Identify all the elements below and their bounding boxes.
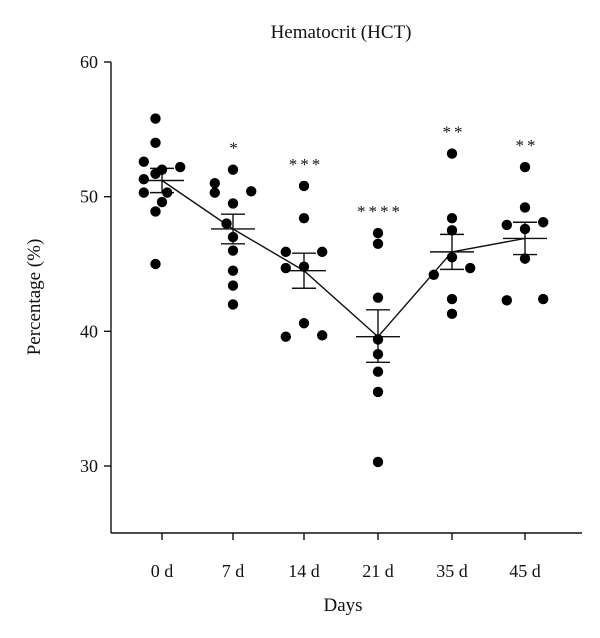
data-point xyxy=(162,187,173,198)
data-point xyxy=(519,202,531,213)
data-point xyxy=(221,218,232,229)
data-point xyxy=(150,258,161,270)
data-point xyxy=(150,113,161,124)
y-tick-label: 40 xyxy=(80,321,98,341)
data-point xyxy=(538,293,549,305)
data-point xyxy=(446,213,458,224)
data-point xyxy=(446,148,458,159)
x-tick-label: 14 d xyxy=(288,561,320,581)
data-point xyxy=(519,161,531,173)
data-point xyxy=(372,292,384,303)
data-point xyxy=(465,262,476,274)
significance-label: **** xyxy=(357,202,403,221)
data-point xyxy=(156,196,168,208)
mean-line xyxy=(161,179,526,338)
data-point xyxy=(280,262,291,274)
y-axis-label: Percentage (%) xyxy=(24,239,45,356)
data-point xyxy=(227,245,239,256)
x-tick-label: 7 d xyxy=(222,561,245,581)
data-point xyxy=(138,156,149,167)
data-point xyxy=(446,308,458,320)
data-point xyxy=(246,186,257,197)
data-point xyxy=(519,253,531,264)
significance-label: ** xyxy=(443,123,466,142)
y-tick-label: 30 xyxy=(80,456,98,476)
data-point xyxy=(280,246,291,258)
x-tick-label: 21 d xyxy=(362,561,394,581)
data-point xyxy=(227,198,239,209)
data-point xyxy=(227,231,239,243)
data-point xyxy=(138,173,149,185)
data-point xyxy=(298,180,310,192)
significance-label: ** xyxy=(516,136,539,155)
data-point xyxy=(150,137,161,148)
data-point xyxy=(428,269,439,280)
data-point xyxy=(501,219,512,231)
significance-label: * xyxy=(229,139,241,158)
chart-title: Hematocrit (HCT) xyxy=(271,22,412,43)
data-point xyxy=(280,331,291,342)
data-point xyxy=(446,293,458,305)
data-point xyxy=(519,223,531,235)
data-point xyxy=(227,164,239,175)
data-point xyxy=(372,334,384,345)
x-tick-label: 35 d xyxy=(436,561,468,581)
data-point xyxy=(150,168,161,179)
data-point xyxy=(227,280,239,291)
x-axis-label: Days xyxy=(323,595,362,616)
error-bars xyxy=(140,167,547,364)
data-point xyxy=(372,386,384,398)
data-point xyxy=(372,456,384,468)
mean-trend xyxy=(161,179,526,338)
y-tick-label: 60 xyxy=(80,52,98,72)
data-point xyxy=(209,187,220,198)
significance-markers: ************ xyxy=(229,123,539,221)
y-axis-ticks: 30 40 50 60 xyxy=(80,52,111,476)
data-point xyxy=(372,349,384,360)
data-point xyxy=(298,261,310,272)
x-tick-label: 0 d xyxy=(151,561,174,581)
data-point xyxy=(372,366,384,377)
data-point xyxy=(317,246,328,258)
y-tick-label: 50 xyxy=(80,187,98,207)
data-point xyxy=(227,299,239,310)
data-point xyxy=(372,238,384,249)
data-point xyxy=(138,187,149,198)
x-tick-label: 45 d xyxy=(509,561,541,581)
data-point xyxy=(298,213,310,224)
data-point xyxy=(501,295,512,306)
data-point xyxy=(446,252,458,263)
data-point xyxy=(446,225,458,236)
data-point xyxy=(317,330,328,341)
data-point xyxy=(175,161,186,173)
data-point xyxy=(150,206,161,217)
data-points xyxy=(138,113,549,468)
data-point xyxy=(227,265,239,276)
x-axis-ticks: 0 d 7 d 14 d 21 d 35 d 45 d xyxy=(151,533,541,581)
significance-label: *** xyxy=(289,155,324,174)
data-point xyxy=(538,217,549,228)
data-point xyxy=(298,318,310,329)
data-point xyxy=(209,178,220,189)
data-point xyxy=(372,227,384,239)
